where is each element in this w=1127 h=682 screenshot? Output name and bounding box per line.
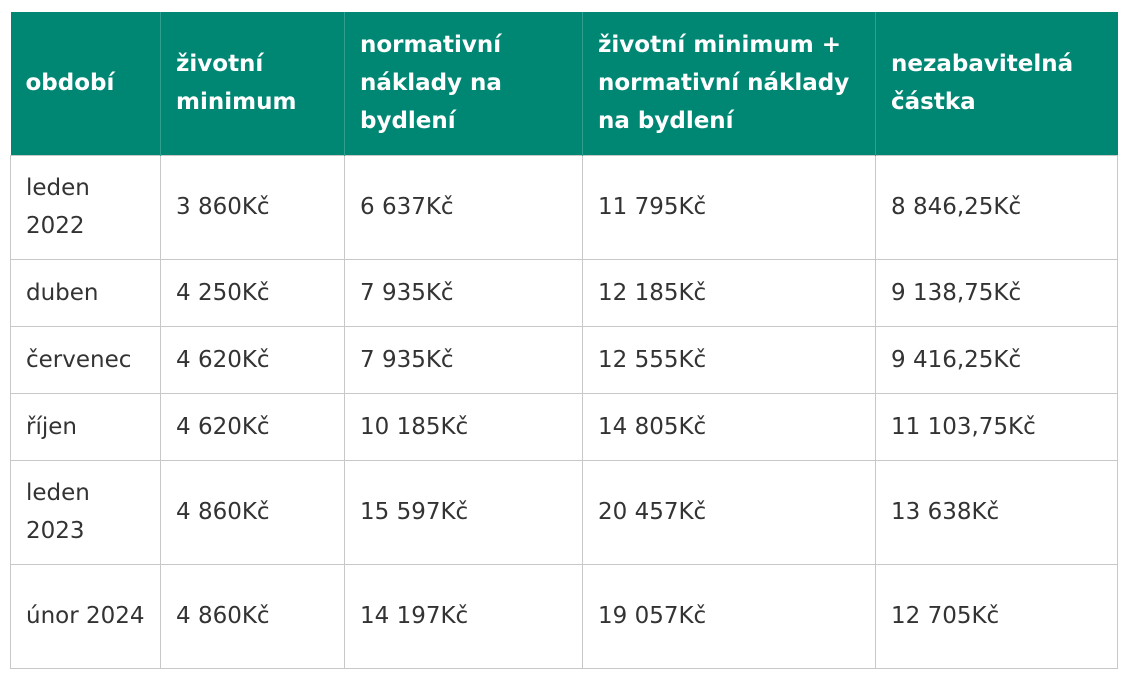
amount-cell: 19 057Kč [582, 563, 876, 669]
table-row: únor 2024 4 860Kč 14 197Kč 19 057Kč 12 705Kč [10, 563, 1118, 669]
amount-cell: 7 935Kč [344, 258, 583, 327]
table-row: leden 2022 3 860Kč 6 637Kč 11 795Kč 8 846,25… [10, 154, 1118, 260]
amount-cell: 12 555Kč [582, 325, 876, 394]
amount-cell: 6 637Kč [344, 154, 583, 260]
amount-cell: 4 250Kč [160, 258, 345, 327]
amount-cell: 4 860Kč [160, 459, 345, 565]
amount-cell: 9 138,75Kč [875, 258, 1118, 327]
table-header: období životní minimum normativní náklady … [10, 12, 1118, 155]
table-row: leden 2023 4 860Kč 15 597Kč 20 457Kč 13 638K… [10, 459, 1118, 565]
amount-cell: 14 197Kč [344, 563, 583, 669]
period-cell: leden 2023 [10, 459, 161, 565]
table-row: říjen 4 620Kč 10 185Kč 14 805Kč 11 103,75Kč [10, 392, 1118, 461]
header-cell: období [10, 12, 161, 155]
table-row: červenec 4 620Kč 7 935Kč 12 555Kč 9 416,25Kč [10, 325, 1118, 394]
period-cell: duben [10, 258, 161, 327]
amount-cell: 12 705Kč [875, 563, 1118, 669]
header-row: období životní minimum normativní náklady … [10, 12, 1118, 155]
data-table: období životní minimum normativní náklady … [10, 12, 1118, 669]
amount-cell: 7 935Kč [344, 325, 583, 394]
amount-cell: 4 620Kč [160, 325, 345, 394]
table-body: leden 2022 3 860Kč 6 637Kč 11 795Kč 8 846,25… [10, 154, 1118, 669]
period-cell: únor 2024 [10, 563, 161, 669]
header-cell: životní minimum + normativní náklady na … [582, 12, 876, 155]
amount-cell: 10 185Kč [344, 392, 583, 461]
amount-cell: 4 860Kč [160, 563, 345, 669]
amount-cell: 9 416,25Kč [875, 325, 1118, 394]
amount-cell: 8 846,25Kč [875, 154, 1118, 260]
amount-cell: 3 860Kč [160, 154, 345, 260]
header-cell: nezabavitelná částka [875, 12, 1118, 155]
amount-cell: 11 103,75Kč [875, 392, 1118, 461]
period-cell: říjen [10, 392, 161, 461]
period-cell: červenec [10, 325, 161, 394]
amount-cell: 13 638Kč [875, 459, 1118, 565]
amount-cell: 4 620Kč [160, 392, 345, 461]
amount-cell: 15 597Kč [344, 459, 583, 565]
header-cell: normativní náklady na bydlení [344, 12, 583, 155]
amount-cell: 11 795Kč [582, 154, 876, 260]
amount-cell: 14 805Kč [582, 392, 876, 461]
period-cell: leden 2022 [10, 154, 161, 260]
table-row: duben 4 250Kč 7 935Kč 12 185Kč 9 138,75Kč [10, 258, 1118, 327]
amount-cell: 12 185Kč [582, 258, 876, 327]
amount-cell: 20 457Kč [582, 459, 876, 565]
header-cell: životní minimum [160, 12, 345, 155]
